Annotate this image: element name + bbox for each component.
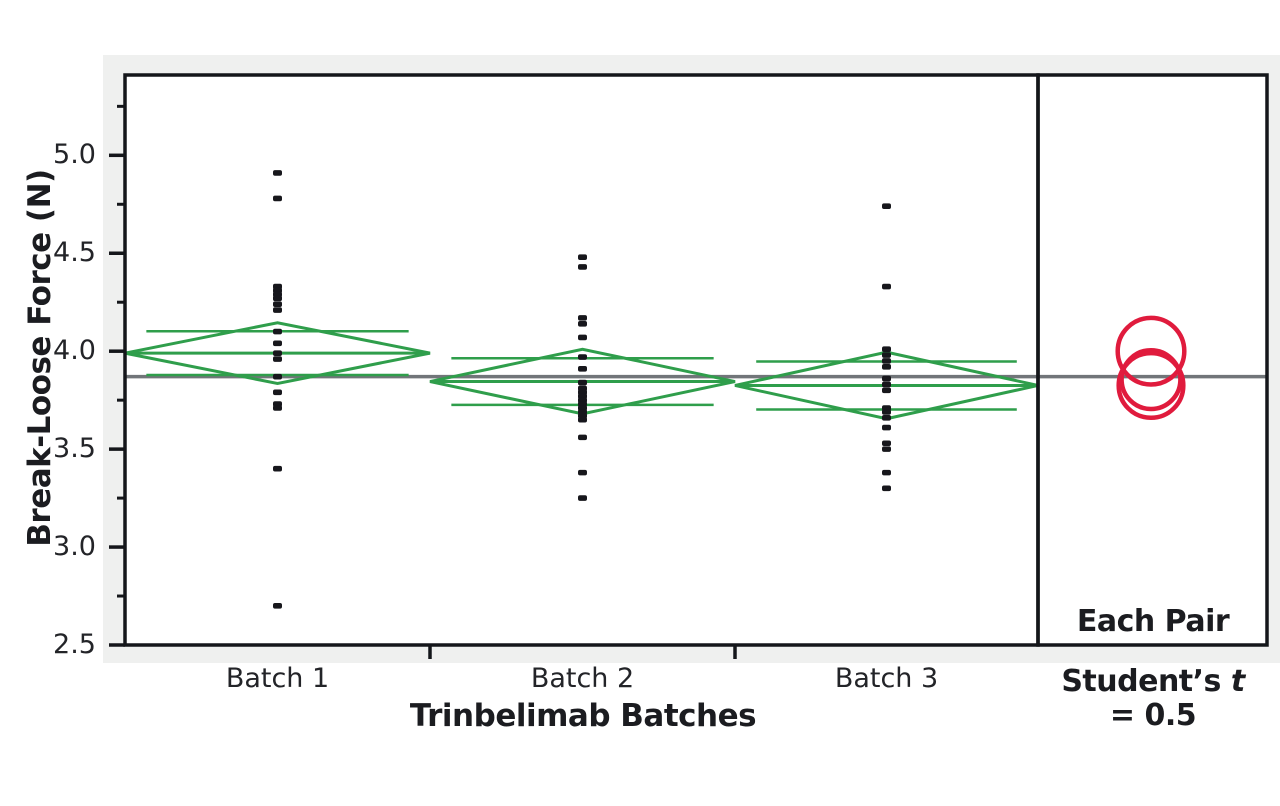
data-point[interactable]	[578, 264, 587, 270]
data-point[interactable]	[273, 389, 282, 396]
data-point[interactable]	[273, 301, 282, 307]
data-point[interactable]	[882, 346, 891, 353]
data-point[interactable]	[882, 414, 891, 421]
data-point[interactable]	[273, 307, 282, 313]
x-category-label: Batch 3	[834, 663, 939, 694]
comparison-circle[interactable]	[1115, 315, 1187, 387]
data-point[interactable]	[882, 203, 891, 210]
comparison-circle[interactable]	[1119, 347, 1183, 412]
y-tick-label: 3.0	[53, 531, 96, 563]
data-point[interactable]	[578, 320, 587, 327]
data-point[interactable]	[882, 446, 891, 452]
data-point[interactable]	[882, 352, 891, 358]
data-point[interactable]	[273, 295, 282, 302]
data-point[interactable]	[578, 334, 587, 341]
data-point[interactable]	[882, 469, 891, 476]
data-point[interactable]	[578, 434, 587, 441]
data-point[interactable]	[273, 350, 282, 356]
data-point[interactable]	[882, 381, 891, 388]
plot-area	[125, 75, 1038, 645]
data-point[interactable]	[882, 387, 891, 394]
data-point[interactable]	[882, 358, 891, 364]
data-point[interactable]	[882, 440, 891, 447]
students-t-label: Student’s t	[1038, 664, 1268, 699]
students-t-symbol: t	[1230, 664, 1245, 699]
data-point[interactable]	[273, 195, 282, 202]
y-tick-label: 2.5	[53, 629, 96, 660]
comparison-panel-area	[1038, 75, 1267, 645]
data-point[interactable]	[882, 364, 891, 370]
data-point[interactable]	[273, 356, 282, 362]
data-point[interactable]	[273, 405, 282, 411]
data-point[interactable]	[578, 354, 587, 360]
y-tick-label: 5.0	[53, 139, 96, 171]
data-point[interactable]	[578, 366, 587, 372]
each-pair-label: Each Pair	[1076, 604, 1230, 639]
x-axis-title: Trinbelimab Batches	[409, 698, 757, 734]
data-point[interactable]	[273, 170, 282, 176]
data-point[interactable]	[273, 465, 282, 472]
data-point[interactable]	[882, 424, 891, 431]
data-point[interactable]	[578, 416, 587, 423]
y-tick-label: 4.0	[53, 335, 96, 367]
data-point[interactable]	[882, 485, 891, 492]
data-point[interactable]	[273, 373, 282, 380]
x-category-label: Batch 2	[530, 663, 635, 694]
data-point[interactable]	[578, 254, 587, 260]
x-category-label: Batch 1	[225, 663, 330, 694]
data-point[interactable]	[578, 315, 587, 321]
data-point[interactable]	[273, 603, 282, 609]
y-tick-label: 3.5	[53, 433, 96, 465]
data-point[interactable]	[578, 379, 587, 386]
comparison-circle[interactable]	[1116, 350, 1186, 421]
data-point[interactable]	[578, 495, 587, 501]
data-point[interactable]	[578, 469, 587, 476]
data-point[interactable]	[882, 409, 891, 415]
comparison-panel-frame	[1036, 73, 1269, 647]
data-point[interactable]	[882, 283, 891, 290]
y-tick-label: 4.5	[53, 237, 96, 269]
data-point[interactable]	[273, 328, 282, 335]
alpha-value-label: = 0.5	[1109, 698, 1197, 733]
data-point[interactable]	[882, 375, 891, 382]
data-point[interactable]	[273, 340, 282, 347]
students-t-prefix: Student’s	[1061, 664, 1221, 699]
